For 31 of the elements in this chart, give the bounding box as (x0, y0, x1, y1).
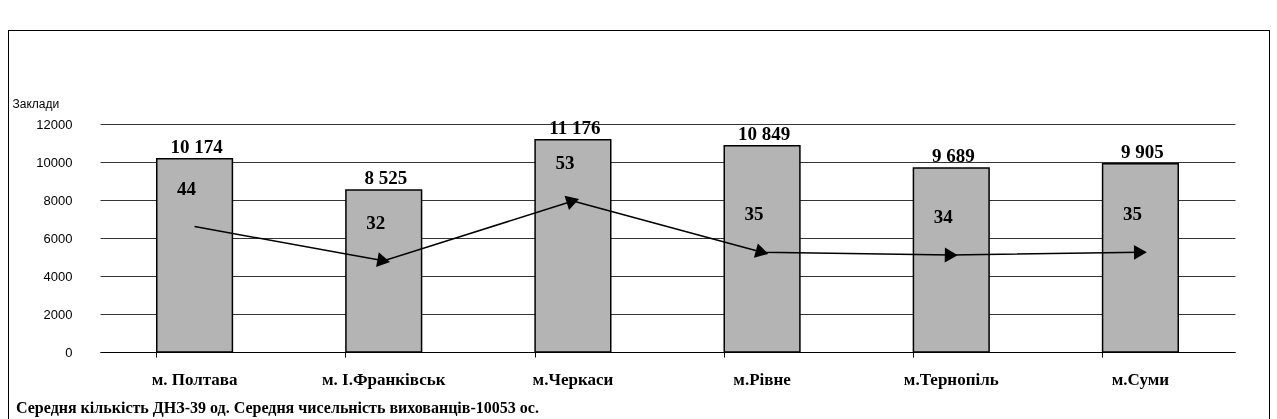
data-label: 10 174 (170, 135, 224, 157)
x-tick-label: м.Суми (1111, 369, 1170, 389)
x-tick-label: м.Тернопіль (903, 369, 999, 389)
point (944, 247, 958, 263)
y-tick-label: 4000 (43, 268, 73, 284)
data-label: 9 905 (1121, 140, 1164, 162)
y-axis-title: Заклади (12, 96, 60, 111)
x-tick-label: м.Рівне (733, 369, 792, 389)
data-label: 44 (177, 177, 197, 199)
text: Середня кількість ДНЗ-39 од. Середня чисельність вихованців-10053 ос. (16, 399, 539, 417)
y-tick-label: 10000 (36, 154, 73, 170)
y-tick-label: 12000 (36, 116, 73, 132)
data-label: 53 (555, 151, 575, 173)
data-label: 35 (1122, 203, 1142, 225)
y-tick-label: 8000 (43, 192, 73, 208)
data-label: 9 689 (931, 144, 975, 166)
data-label: 35 (744, 203, 764, 225)
point (376, 252, 391, 267)
y-tick-label: 6000 (43, 230, 73, 246)
data-label: 10 849 (737, 122, 791, 144)
y-tick-label: 0 (65, 344, 73, 360)
x-tick-label: м. Полтава (151, 369, 239, 389)
data-label: 8 525 (364, 167, 408, 189)
point (753, 243, 769, 258)
x-tick-label: м.Черкаси (532, 369, 614, 389)
x-tick-label: м. І.Франківськ (321, 369, 446, 389)
point (1133, 244, 1147, 260)
data-label: 32 (366, 211, 386, 233)
point (564, 195, 580, 210)
data-label: 34 (933, 206, 954, 228)
y-tick-label: 2000 (43, 306, 73, 322)
